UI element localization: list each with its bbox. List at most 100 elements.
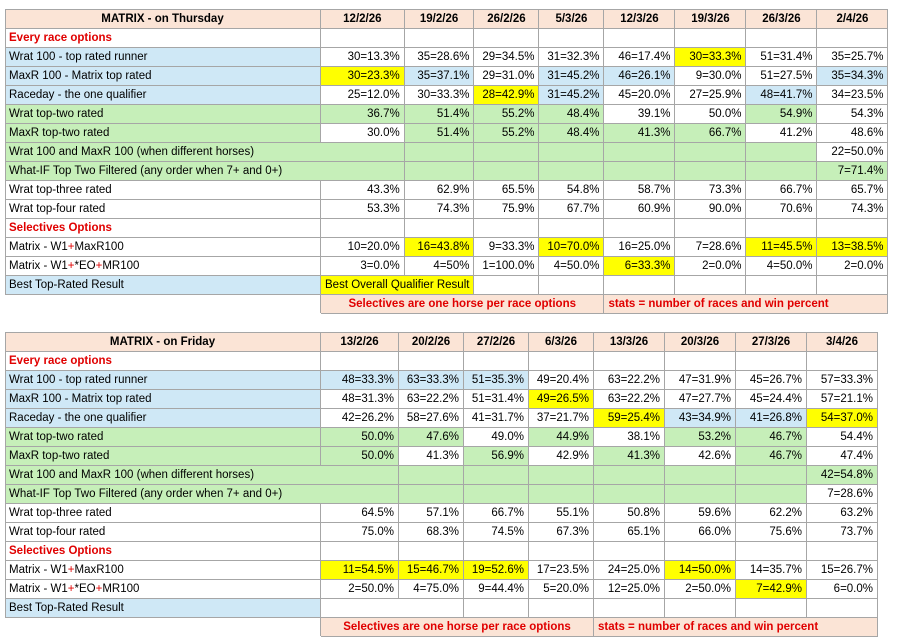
stat-cell[interactable]: 50.0%	[674, 104, 747, 124]
stat-cell[interactable]	[593, 484, 665, 504]
stat-cell[interactable]: 51=31.4%	[745, 47, 818, 67]
stat-cell[interactable]: 53.2%	[664, 427, 736, 447]
stat-cell[interactable]: 22=50.0%	[816, 142, 889, 162]
stat-cell[interactable]: 63=22.2%	[593, 389, 665, 409]
stat-cell[interactable]: 59.6%	[664, 503, 736, 523]
stat-cell[interactable]: 35=34.3%	[816, 66, 889, 86]
stat-cell[interactable]: 54.4%	[806, 427, 878, 447]
date-header[interactable]: 3/4/26	[806, 332, 878, 352]
stat-cell[interactable]: 17=23.5%	[528, 560, 594, 580]
stat-cell[interactable]: 65.1%	[593, 522, 665, 542]
stat-cell[interactable]	[320, 142, 405, 162]
stat-cell[interactable]: 46=26.1%	[603, 66, 676, 86]
stat-cell[interactable]: 9=44.4%	[463, 579, 529, 599]
stat-cell[interactable]	[538, 142, 605, 162]
stat-cell[interactable]: 63=22.2%	[593, 370, 665, 390]
stat-cell[interactable]: 5=20.0%	[528, 579, 594, 599]
stat-cell[interactable]: 50.0%	[320, 427, 399, 447]
stat-cell[interactable]: 49.0%	[463, 427, 529, 447]
stat-cell[interactable]: 73.3%	[674, 180, 747, 200]
stat-cell[interactable]: 63=22.2%	[398, 389, 464, 409]
stat-cell[interactable]: 35=25.7%	[816, 47, 889, 67]
stat-cell[interactable]: 7=28.6%	[674, 237, 747, 257]
stat-cell[interactable]: 10=70.0%	[538, 237, 605, 257]
stat-cell[interactable]: 58.7%	[603, 180, 676, 200]
date-header[interactable]: 12/2/26	[320, 9, 405, 29]
stat-cell[interactable]: 2=0.0%	[674, 256, 747, 276]
stat-cell[interactable]: 67.7%	[538, 199, 605, 219]
stat-cell[interactable]: 9=30.0%	[674, 66, 747, 86]
stat-cell[interactable]: 6=33.3%	[603, 256, 676, 276]
stat-cell[interactable]: 42.6%	[664, 446, 736, 466]
stat-cell[interactable]: 63.2%	[806, 503, 878, 523]
stat-cell[interactable]	[674, 161, 747, 181]
stat-cell[interactable]: 54.9%	[745, 104, 818, 124]
stat-cell[interactable]: 42=26.2%	[320, 408, 399, 428]
stat-cell[interactable]: 42.9%	[528, 446, 594, 466]
stat-cell[interactable]: 30=33.3%	[403, 85, 475, 105]
stat-cell[interactable]: 35=28.6%	[403, 47, 475, 67]
stat-cell[interactable]: 37=21.7%	[528, 408, 594, 428]
stat-cell[interactable]: 74.5%	[463, 522, 529, 542]
stat-cell[interactable]: 47.4%	[806, 446, 878, 466]
stat-cell[interactable]	[320, 484, 399, 504]
stat-cell[interactable]: 42=54.8%	[806, 465, 878, 485]
stat-cell[interactable]	[463, 465, 529, 485]
stat-cell[interactable]: 65.5%	[473, 180, 540, 200]
stat-cell[interactable]: 45=20.0%	[603, 85, 676, 105]
stat-cell[interactable]: 4=50.0%	[745, 256, 818, 276]
stat-cell[interactable]	[603, 161, 676, 181]
stat-cell[interactable]: 47.6%	[398, 427, 464, 447]
stat-cell[interactable]: 55.1%	[528, 503, 594, 523]
stat-cell[interactable]: 4=50%	[403, 256, 475, 276]
stat-cell[interactable]: 48=31.3%	[320, 389, 399, 409]
stat-cell[interactable]: 75.9%	[473, 199, 540, 219]
stat-cell[interactable]: 29=31.0%	[473, 66, 540, 86]
stat-cell[interactable]: 28=42.9%	[473, 85, 540, 105]
date-header[interactable]: 2/4/26	[816, 9, 889, 29]
stat-cell[interactable]	[473, 142, 540, 162]
date-header[interactable]: 6/3/26	[528, 332, 594, 352]
stat-cell[interactable]: 48.4%	[538, 104, 605, 124]
stat-cell[interactable]: 68.3%	[398, 522, 464, 542]
stat-cell[interactable]: 38.1%	[593, 427, 665, 447]
stat-cell[interactable]: 41=31.7%	[463, 408, 529, 428]
date-header[interactable]: 5/3/26	[538, 9, 605, 29]
stat-cell[interactable]: 11=54.5%	[320, 560, 399, 580]
stat-cell[interactable]: 51.4%	[403, 123, 475, 143]
stat-cell[interactable]: 49=26.5%	[528, 389, 594, 409]
stat-cell[interactable]	[528, 465, 594, 485]
stat-cell[interactable]: 46.7%	[735, 446, 807, 466]
stat-cell[interactable]: 46=17.4%	[603, 47, 676, 67]
stat-cell[interactable]	[463, 484, 529, 504]
stat-cell[interactable]	[538, 161, 605, 181]
stat-cell[interactable]: 73.7%	[806, 522, 878, 542]
stat-cell[interactable]	[398, 484, 464, 504]
stat-cell[interactable]: 74.3%	[403, 199, 475, 219]
stat-cell[interactable]: 2=0.0%	[816, 256, 889, 276]
stat-cell[interactable]	[603, 142, 676, 162]
stat-cell[interactable]: 54=37.0%	[806, 408, 878, 428]
stat-cell[interactable]: 66.7%	[463, 503, 529, 523]
stat-cell[interactable]	[398, 465, 464, 485]
stat-cell[interactable]: 57=33.3%	[806, 370, 878, 390]
stat-cell[interactable]: 10=20.0%	[320, 237, 405, 257]
stat-cell[interactable]: 90.0%	[674, 199, 747, 219]
stat-cell[interactable]	[745, 142, 818, 162]
stat-cell[interactable]	[664, 465, 736, 485]
stat-cell[interactable]	[664, 484, 736, 504]
stat-cell[interactable]	[320, 465, 399, 485]
stat-cell[interactable]: 62.2%	[735, 503, 807, 523]
stat-cell[interactable]: 56.9%	[463, 446, 529, 466]
stat-cell[interactable]: 31=45.2%	[538, 85, 605, 105]
stat-cell[interactable]: 66.0%	[664, 522, 736, 542]
stat-cell[interactable]: 47=27.7%	[664, 389, 736, 409]
stat-cell[interactable]: 7=42.9%	[735, 579, 807, 599]
stat-cell[interactable]: 41.2%	[745, 123, 818, 143]
stat-cell[interactable]: 75.0%	[320, 522, 399, 542]
stat-cell[interactable]: 45=26.7%	[735, 370, 807, 390]
stat-cell[interactable]: 7=28.6%	[806, 484, 878, 504]
stat-cell[interactable]: 4=50.0%	[538, 256, 605, 276]
date-header[interactable]: 20/3/26	[664, 332, 736, 352]
stat-cell[interactable]: 75.6%	[735, 522, 807, 542]
